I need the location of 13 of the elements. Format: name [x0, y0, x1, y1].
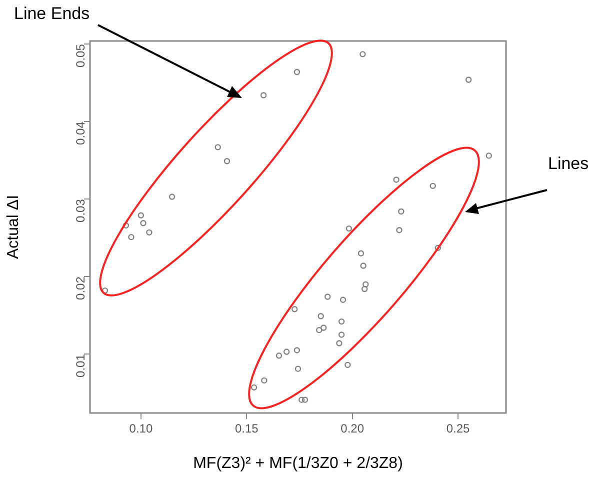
y-tick-label: 0.05 [73, 44, 88, 68]
text: Line Ends [14, 4, 90, 24]
text: Lines [548, 154, 589, 174]
y-axis-title: Actual ΔI [5, 194, 22, 260]
x-tick-label: 0.10 [129, 422, 153, 436]
y-tick-label: 0.03 [73, 198, 88, 222]
y-tick-label: 0.01 [73, 354, 88, 378]
y-tick-label: 0.04 [73, 121, 88, 145]
x-axis-title: MF(Z3)² + MF(1/3Z0 + 2/3Z8) [193, 454, 403, 472]
x-tick-label: 0.15 [234, 422, 259, 436]
x-tick-label: 0.25 [446, 422, 470, 436]
y-tick-label: 0.02 [73, 276, 88, 300]
x-tick-label: 0.20 [340, 422, 364, 436]
